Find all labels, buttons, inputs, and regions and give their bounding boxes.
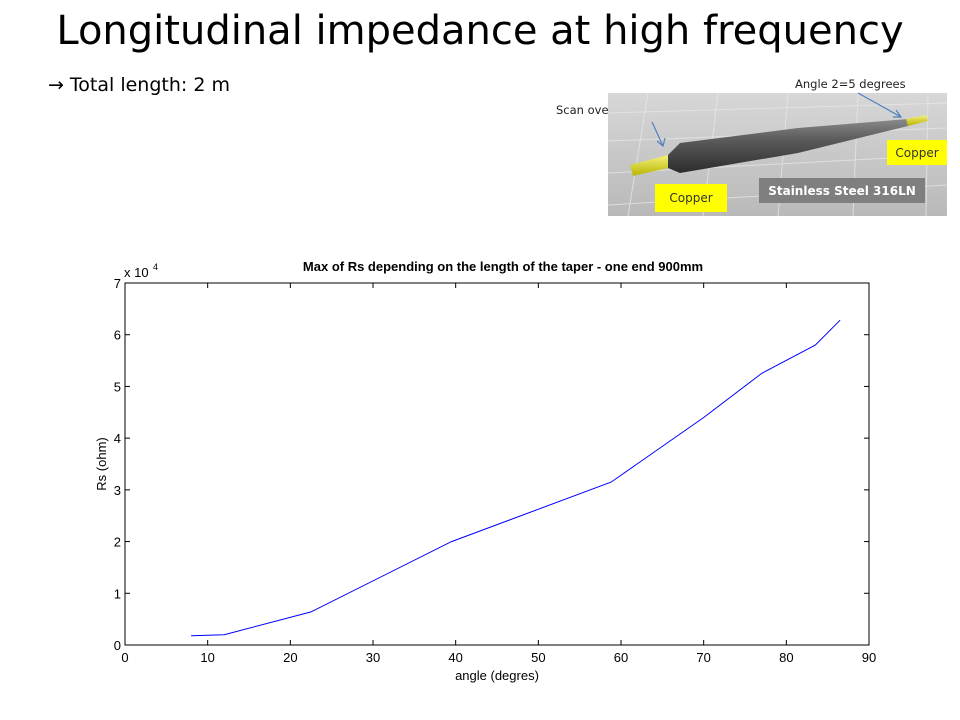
- y-tick-label: 1: [114, 586, 121, 601]
- y-tick-label: 4: [114, 431, 121, 446]
- x-tick-label: 80: [779, 650, 793, 665]
- y-tick-label: 7: [114, 276, 121, 291]
- y-axis-label: Rs (ohm): [94, 437, 109, 490]
- chart-title: Max of Rs depending on the length of the…: [303, 259, 703, 274]
- copper-label-left: Copper: [655, 184, 727, 212]
- x-tick-label: 40: [448, 650, 462, 665]
- right-arrow-icon: →: [48, 74, 64, 96]
- y-tick-label: 2: [114, 535, 121, 550]
- x-tick-label: 10: [200, 650, 214, 665]
- copper-pipe-left: [630, 155, 668, 176]
- bullet-total-length: → Total length: 2 m: [48, 74, 230, 96]
- x-tick-label: 0: [121, 650, 128, 665]
- annotation-angle2: Angle 2=5 degrees: [795, 77, 906, 91]
- x-tick-label: 90: [862, 650, 876, 665]
- bullet-text: Total length: 2 m: [69, 74, 230, 96]
- x-tick-label: 70: [696, 650, 710, 665]
- rs-vs-angle-chart: Max of Rs depending on the length of the…: [94, 259, 876, 683]
- x-tick-label: 50: [531, 650, 545, 665]
- steel-label: Stainless Steel 316LN: [759, 178, 925, 203]
- taper-body: [668, 119, 908, 173]
- y-tick-label: 0: [114, 638, 121, 653]
- copper-label-right: Copper: [887, 140, 947, 165]
- x-axis-label: angle (degres): [455, 668, 539, 683]
- y-tick-label: 3: [114, 483, 121, 498]
- copper-pipe-right: [906, 115, 928, 126]
- x-tick-label: 20: [283, 650, 297, 665]
- y-exponent: 4: [153, 262, 158, 272]
- y-tick-label: 6: [114, 328, 121, 343]
- plot-frame: [124, 282, 870, 646]
- y-axis: 0 1 2 3 4 5 6 7: [114, 276, 869, 653]
- y-multiplier: x 10: [124, 265, 149, 280]
- x-tick-label: 60: [614, 650, 628, 665]
- y-tick-label: 5: [114, 379, 121, 394]
- slide-title: Longitudinal impedance at high frequency: [56, 8, 904, 54]
- x-tick-label: 30: [366, 650, 380, 665]
- series-line-rs: [191, 319, 841, 637]
- x-axis: 0 10 20 30 40 50 60 70 80 90: [121, 283, 876, 665]
